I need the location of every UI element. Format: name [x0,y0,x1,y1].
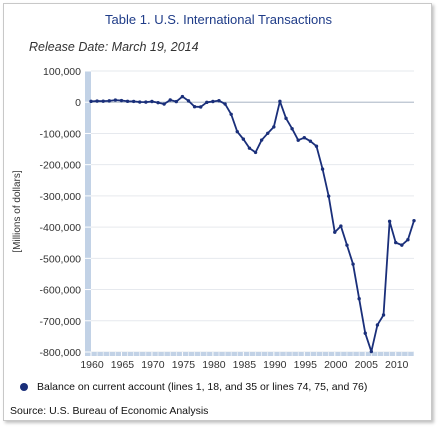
data-point [131,99,136,104]
series-line [90,95,415,353]
x-tick-label: 1990 [263,359,287,371]
series-balance-current-account [89,94,416,354]
y-tick-label: -500,000 [40,253,82,265]
chart-frame: Table 1. U.S. International Transactions… [3,3,432,421]
data-point [259,138,264,142]
data-point [394,240,398,245]
y-tick-label: -200,000 [40,160,82,172]
data-point [217,98,221,103]
data-point [113,98,118,102]
data-point [241,137,246,141]
data-point [400,243,404,247]
data-point [326,194,331,198]
data-point [363,331,367,335]
data-point [253,150,258,155]
data-point [412,218,416,223]
y-axis-bar [85,71,91,352]
data-point [89,99,93,104]
data-point [205,100,209,105]
x-tick-label: 2010 [385,359,409,371]
data-point [211,99,215,104]
data-point [339,224,343,228]
data-point [266,131,270,135]
x-tick-label: 1980 [202,359,226,371]
y-axis-label: [Millions of dollars] [12,170,23,252]
data-point [199,105,203,109]
data-point [351,262,355,266]
data-point [235,129,239,134]
data-point [272,125,276,129]
y-tick-label: -400,000 [40,222,82,234]
data-point [95,99,99,103]
data-point [284,116,288,121]
y-tick-label: -600,000 [40,285,82,297]
release-date: Release Date: March 19, 2014 [29,40,199,54]
data-point [168,98,172,102]
data-point [180,94,185,99]
y-tick-label: 100,000 [43,66,81,78]
data-point [125,99,130,103]
data-point [229,112,233,117]
axes [85,70,415,356]
data-point [406,238,410,242]
legend-marker-icon [20,383,28,391]
x-tick-label: 2000 [324,359,348,371]
data-point [381,313,386,317]
data-point [192,104,197,109]
data-point [345,243,349,247]
data-point [375,323,380,327]
data-point [333,230,337,234]
legend-label: Balance on current account (lines 1, 18,… [37,381,368,393]
data-point [150,99,154,104]
data-point [290,127,294,131]
x-tick-label: 1985 [233,359,257,371]
y-tick-label: 0 [75,97,81,109]
y-tick-label: -700,000 [40,316,82,328]
y-tick-label: -800,000 [40,347,82,359]
grid-lines [91,70,414,353]
data-point [156,100,160,105]
data-point [387,219,392,224]
data-point [296,138,300,142]
data-point [223,102,227,106]
data-point [101,99,105,103]
data-point [138,100,142,104]
data-point [107,99,111,103]
x-tick-label: 2005 [355,359,379,371]
data-point [369,349,374,354]
x-tick-label: 1970 [141,359,165,371]
data-point [314,144,319,148]
data-point [357,297,361,301]
data-point [162,102,166,106]
x-tick-label: 1960 [80,359,104,371]
x-tick-label: 1965 [111,359,135,371]
data-point [144,100,148,104]
data-point [320,167,325,171]
data-point [308,139,313,143]
source-note: Source: U.S. Bureau of Economic Analysis [10,405,209,417]
data-point [278,99,282,104]
data-point [174,99,179,104]
y-tick-label: -100,000 [40,128,82,140]
data-point [302,135,306,140]
x-tick-label: 1995 [294,359,318,371]
data-point [186,99,191,103]
legend: Balance on current account (lines 1, 18,… [20,381,367,393]
tick-labels: 100,000 0 -100,000 -200,000 -300,000 -400,000… [12,66,409,371]
data-point [247,146,252,150]
chart-title: Table 1. U.S. International Transactions [105,12,332,27]
x-tick-label: 1975 [172,359,196,371]
y-tick-label: -300,000 [40,191,82,203]
data-point [119,98,124,103]
